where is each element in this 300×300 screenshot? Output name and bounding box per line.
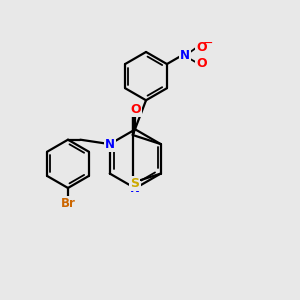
Text: Br: Br (61, 197, 75, 210)
Text: O: O (196, 40, 207, 54)
Text: O: O (130, 103, 141, 116)
Text: N: N (180, 50, 190, 62)
Text: −: − (202, 37, 213, 50)
Text: N: N (130, 182, 140, 195)
Text: N: N (105, 138, 115, 151)
Text: S: S (130, 177, 139, 190)
Text: O: O (196, 56, 207, 70)
